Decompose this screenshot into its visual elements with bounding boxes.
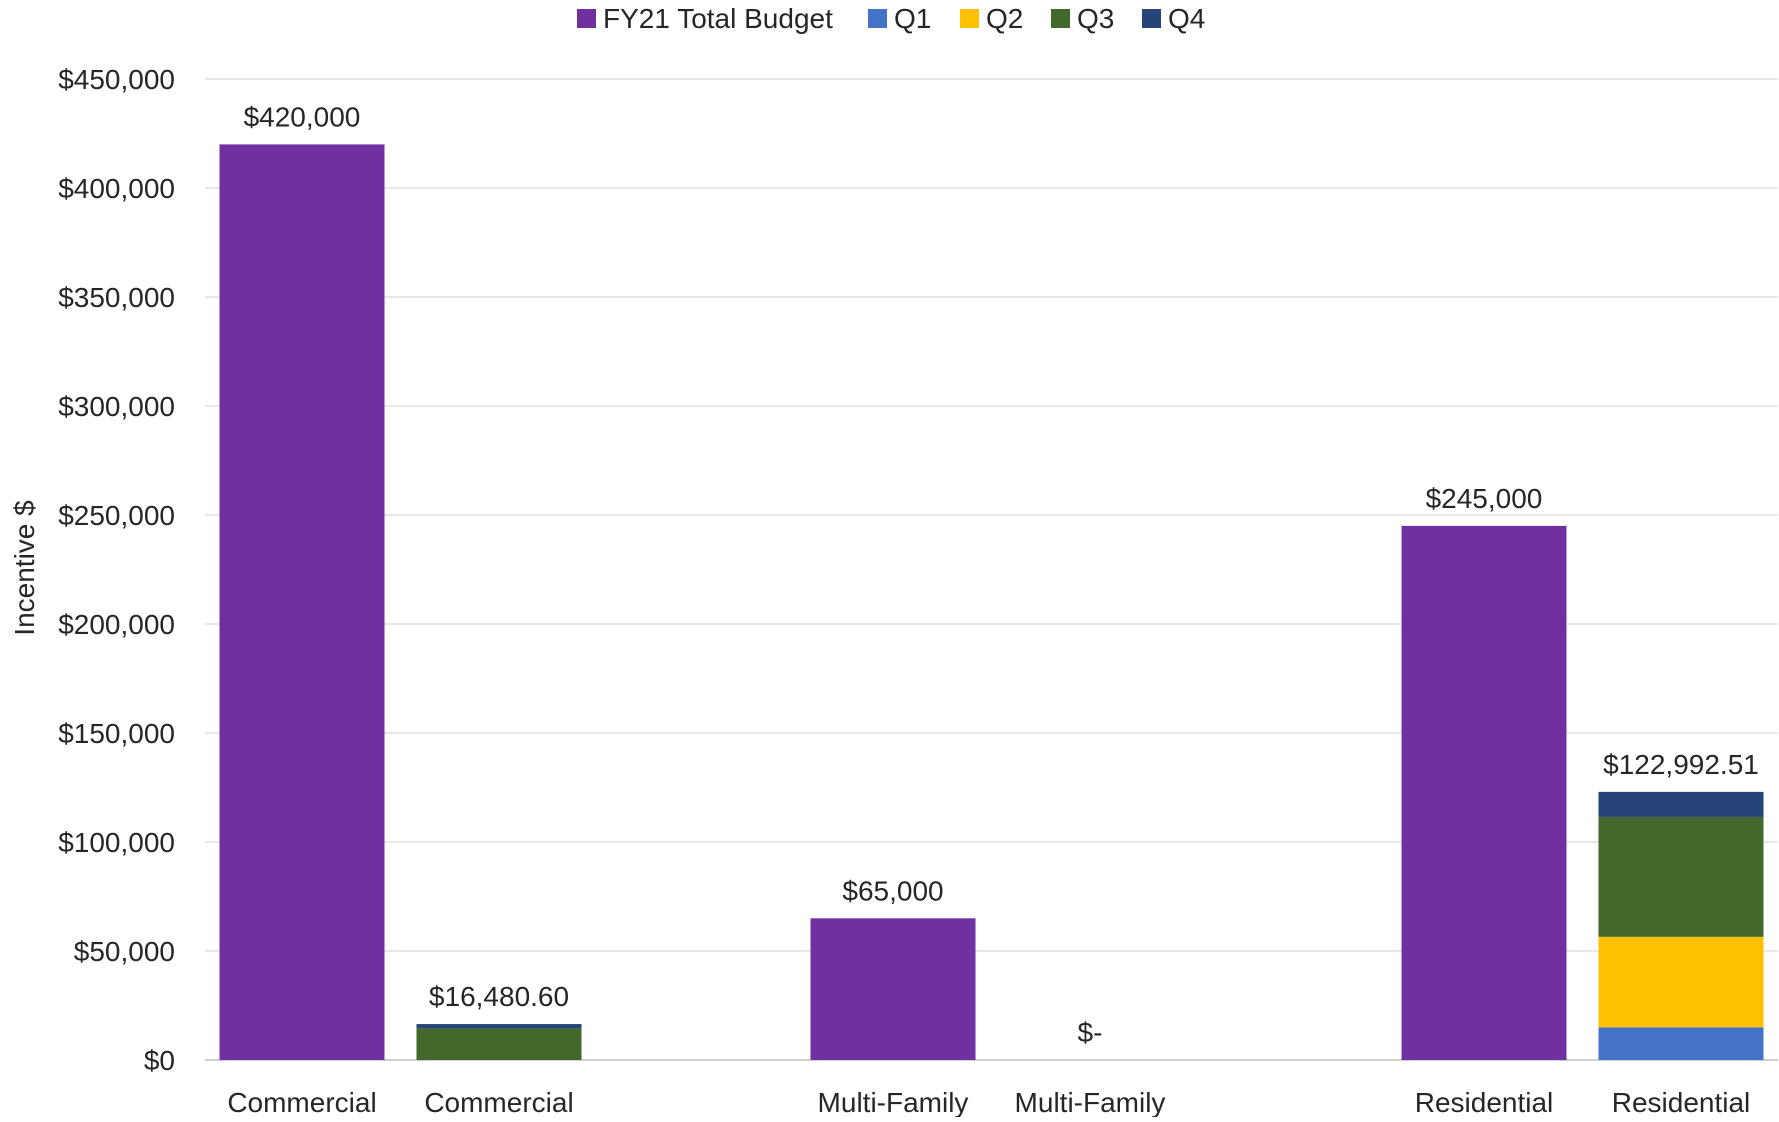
legend-swatch [577,9,596,28]
legend-label: Q4 [1168,3,1205,34]
y-axis-ticks: $0 $50,000 $100,000 $150,000 $200,000 $250,00… [58,64,175,1076]
legend-swatch [868,9,887,28]
x-category-label: Multi-Family [1015,1087,1166,1117]
y-tick-label: $400,000 [58,173,175,204]
data-label: $- [1078,1017,1103,1048]
x-axis-categories: Commercial Commercial Multi-Family Multi-Fa… [227,1087,1751,1118]
x-category-label: Commercial [227,1087,376,1117]
bar-segment [219,144,385,1060]
bar-segment [1598,791,1764,817]
y-tick-label: $250,000 [58,500,175,531]
legend-swatch [1051,9,1070,28]
legend-label: Q3 [1077,3,1114,34]
y-tick-label: $350,000 [58,282,175,313]
bar-segment [416,1028,582,1060]
bar-segment [810,918,976,1060]
data-label: $65,000 [842,875,943,906]
y-tick-label: $100,000 [58,827,175,858]
x-category-label: Multi-Family [818,1087,969,1117]
x-category-label: Residential [1415,1087,1554,1117]
y-tick-label: $200,000 [58,609,175,640]
y-tick-label: $0 [144,1045,175,1076]
y-axis-title: Incentive $ [9,500,40,636]
y-tick-label: $150,000 [58,718,175,749]
data-label: $122,992.51 [1603,749,1759,780]
y-tick-label: $50,000 [74,936,175,967]
x-category-label: Commercial [424,1087,573,1117]
data-label: $16,480.60 [429,981,569,1012]
bar-segment [416,1024,582,1029]
bars [219,144,1764,1060]
legend-label: Q2 [986,3,1023,34]
legend-swatch [960,9,979,28]
y-tick-label: $300,000 [58,391,175,422]
bar-segment [1598,816,1764,937]
bar-segment [1598,1027,1764,1060]
y-tick-label: $450,000 [58,64,175,95]
x-category-label: Residential [1612,1087,1751,1117]
bar-segment [1401,525,1567,1060]
gridlines [205,78,1778,1061]
legend-swatch [1142,9,1161,28]
data-label: $420,000 [244,101,361,132]
data-label: $245,000 [1426,483,1543,514]
legend-label: FY21 Total Budget [603,3,833,34]
bar-segment [1598,936,1764,1028]
data-labels: $420,000 $16,480.60 $65,000 $- $245,000 $122,… [244,101,1759,1048]
legend: FY21 Total Budget Q1 Q2 Q3 Q4 [577,3,1205,34]
legend-label: Q1 [894,3,931,34]
